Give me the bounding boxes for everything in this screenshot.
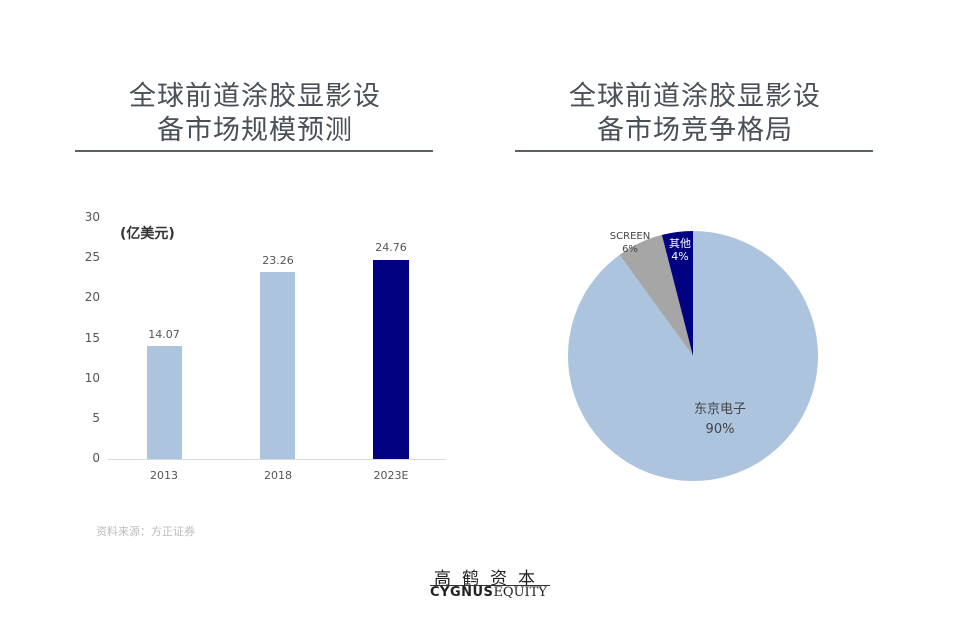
logo-divider xyxy=(430,585,550,586)
y-tick-15: 15 xyxy=(84,331,100,345)
bar-value-2018: 23.26 xyxy=(262,254,294,267)
pie-slice-screen xyxy=(619,234,693,356)
y-tick-5: 5 xyxy=(92,411,100,425)
bar-chart-title-line2: 备市场规模预测 xyxy=(157,115,353,146)
logo-english-name: CYGNUSEQUITY xyxy=(430,585,547,600)
pie-label-others-name: 其他 xyxy=(669,237,691,250)
pie-label-others-value: 4% xyxy=(671,250,689,263)
y-tick-25: 25 xyxy=(84,250,100,264)
pie-label-tokyo-electron: 东京电子 90% xyxy=(680,400,760,440)
x-axis-line xyxy=(108,459,446,460)
source-note: 资料来源：方正证券 xyxy=(96,525,195,538)
pie-chart-title-line2: 备市场竞争格局 xyxy=(597,115,793,146)
y-tick-20: 20 xyxy=(84,290,100,304)
logo-chinese-name: 高鹤资本 xyxy=(434,569,546,589)
bar-2018 xyxy=(260,272,295,459)
x-tick-2023e: 2023E xyxy=(373,469,409,482)
pie-slice-others xyxy=(661,231,693,356)
logo-english-bold: CYGNUS xyxy=(430,585,494,600)
pie-label-others: 其他 4% xyxy=(662,237,698,263)
y-tick-30: 30 xyxy=(84,210,100,224)
pie-label-tokyo-electron-name: 东京电子 xyxy=(693,402,746,417)
right-title-divider xyxy=(515,150,873,152)
bar-2013 xyxy=(147,346,182,459)
bar-value-2023e: 24.76 xyxy=(375,241,407,254)
logo-english-serif: EQUITY xyxy=(493,585,547,600)
pie-chart-title-line1: 全球前道涂胶显影设 xyxy=(569,81,821,112)
bar-value-2013: 14.07 xyxy=(148,328,180,341)
bar-chart-title: 全球前道涂胶显影设 备市场规模预测 xyxy=(75,80,435,148)
pie-label-screen-name: SCREEN xyxy=(609,231,651,242)
unit-label: (亿美元) xyxy=(120,226,175,242)
pie-label-screen-value: 6% xyxy=(622,244,638,255)
bar-2023e xyxy=(373,260,409,459)
bar-chart-title-line1: 全球前道涂胶显影设 xyxy=(129,81,381,112)
pie-label-tokyo-electron-value: 90% xyxy=(705,422,735,437)
y-tick-10: 10 xyxy=(84,371,100,385)
pie-label-screen: SCREEN 6% xyxy=(600,230,660,256)
x-tick-2018: 2018 xyxy=(264,469,292,482)
pie-chart-title: 全球前道涂胶显影设 备市场竞争格局 xyxy=(515,80,875,148)
x-tick-2013: 2013 xyxy=(150,469,178,482)
y-tick-0: 0 xyxy=(92,451,100,465)
left-title-divider xyxy=(75,150,433,152)
pie-slice-tokyo-electron xyxy=(567,231,818,481)
